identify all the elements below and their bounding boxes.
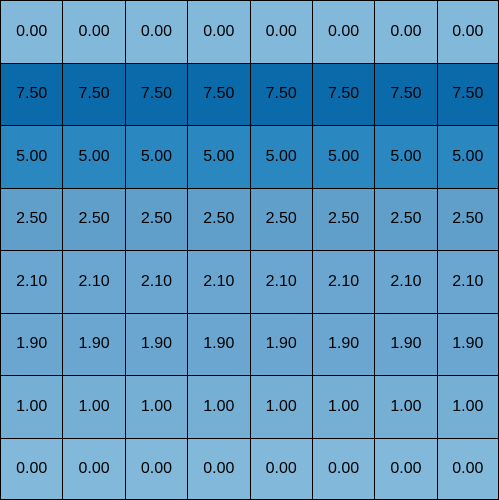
grid-cell: 0.00 xyxy=(62,0,125,63)
grid-cell: 0.00 xyxy=(374,437,437,500)
grid-cell: 1.00 xyxy=(374,375,437,438)
grid-cell: 1.00 xyxy=(62,375,125,438)
grid-cell: 2.50 xyxy=(374,187,437,250)
grid-cell: 2.10 xyxy=(187,250,250,313)
grid-cell: 0.00 xyxy=(374,0,437,63)
grid-cell: 2.10 xyxy=(62,250,125,313)
grid-cell: 2.10 xyxy=(436,250,499,313)
grid-cell: 1.00 xyxy=(187,375,250,438)
grid-cell: 1.00 xyxy=(0,375,63,438)
grid-cell: 2.10 xyxy=(374,250,437,313)
grid-cell: 0.00 xyxy=(187,0,250,63)
grid-cell: 2.10 xyxy=(311,250,375,313)
grid-cell: 0.00 xyxy=(124,437,188,500)
grid-cell: 0.00 xyxy=(249,437,312,500)
grid-cell: 1.00 xyxy=(249,375,312,438)
grid-cell: 1.90 xyxy=(311,312,375,375)
grid-cell: 0.00 xyxy=(0,0,63,63)
grid-cell: 5.00 xyxy=(124,125,188,188)
grid-cell: 0.00 xyxy=(0,437,63,500)
grid-cell: 7.50 xyxy=(62,62,125,125)
grid-cell: 2.50 xyxy=(249,187,312,250)
grid-cell: 1.90 xyxy=(0,312,63,375)
grid-cell: 0.00 xyxy=(436,437,499,500)
grid-cell: 2.50 xyxy=(311,187,375,250)
grid-cell: 5.00 xyxy=(249,125,312,188)
grid-cell: 0.00 xyxy=(187,437,250,500)
grid-cell: 2.50 xyxy=(436,187,499,250)
grid-cell: 5.00 xyxy=(374,125,437,188)
grid-cell: 7.50 xyxy=(374,62,437,125)
grid-cell: 2.50 xyxy=(0,187,63,250)
grid-cell: 2.50 xyxy=(124,187,188,250)
grid-cell: 1.00 xyxy=(124,375,188,438)
grid-cell: 1.00 xyxy=(436,375,499,438)
grid-cell: 1.90 xyxy=(249,312,312,375)
grid-cell: 7.50 xyxy=(311,62,375,125)
grid-cell: 7.50 xyxy=(124,62,188,125)
grid-cell: 1.90 xyxy=(187,312,250,375)
grid-cell: 7.50 xyxy=(436,62,499,125)
grid-cell: 7.50 xyxy=(187,62,250,125)
grid-cell: 0.00 xyxy=(311,0,375,63)
grid-cell: 0.00 xyxy=(436,0,499,63)
grid-cell: 2.10 xyxy=(124,250,188,313)
grid-cell: 2.50 xyxy=(187,187,250,250)
grid-cell: 7.50 xyxy=(0,62,63,125)
grid-cell: 1.00 xyxy=(311,375,375,438)
grid-cell: 1.90 xyxy=(62,312,125,375)
grid-cell: 5.00 xyxy=(436,125,499,188)
grid-cell: 5.00 xyxy=(0,125,63,188)
grid-cell: 2.10 xyxy=(249,250,312,313)
grid-cell: 5.00 xyxy=(62,125,125,188)
grid-cell: 5.00 xyxy=(311,125,375,188)
grid-cell: 0.00 xyxy=(62,437,125,500)
grid-cell: 0.00 xyxy=(311,437,375,500)
grid-cell: 0.00 xyxy=(124,0,188,63)
grid-cell: 1.90 xyxy=(124,312,188,375)
grid-cell: 1.90 xyxy=(436,312,499,375)
grid-cell: 2.50 xyxy=(62,187,125,250)
grid-cell: 5.00 xyxy=(187,125,250,188)
grid-cell: 0.00 xyxy=(249,0,312,63)
grid-cell: 7.50 xyxy=(249,62,312,125)
grid-cell: 1.90 xyxy=(374,312,437,375)
grid-cell: 2.10 xyxy=(0,250,63,313)
